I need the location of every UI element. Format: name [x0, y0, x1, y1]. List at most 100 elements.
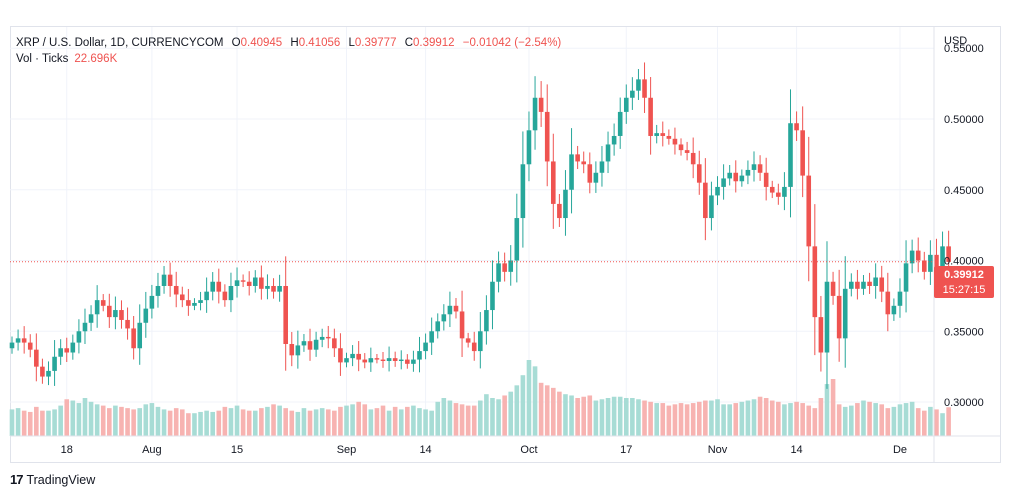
volume-bar: [447, 400, 453, 436]
volume-bar: [204, 410, 209, 436]
volume-bar: [922, 410, 927, 436]
volume-bar: [660, 403, 666, 436]
volume-bar: [849, 405, 854, 436]
candle-body: [259, 277, 264, 289]
volume-bar: [94, 404, 100, 436]
volume-bar: [453, 403, 459, 436]
volume-bar: [642, 400, 647, 436]
volume-bar: [435, 401, 441, 436]
y-tick-label: 0.50000: [944, 114, 984, 126]
candle-body: [271, 285, 276, 292]
volume-bar: [429, 410, 434, 436]
candle-body: [398, 359, 404, 361]
volume-bar: [818, 398, 824, 436]
volume-bar: [696, 401, 702, 436]
volume-bar: [739, 401, 745, 436]
candle-body: [897, 291, 903, 306]
candle-body: [946, 246, 951, 262]
volume-bar: [113, 405, 118, 436]
volume-bar: [374, 408, 380, 436]
candle-body: [167, 274, 173, 286]
high-label: H: [290, 37, 299, 49]
y-tick-label: 0.35000: [944, 326, 984, 338]
candle-body: [569, 154, 574, 190]
candle-body: [222, 291, 228, 301]
candle-body: [532, 97, 538, 131]
volume-bar: [155, 406, 161, 436]
candle-body: [435, 321, 441, 332]
candle-body: [563, 189, 568, 219]
candle-body: [502, 263, 507, 272]
volume-bar: [934, 409, 939, 436]
volume-bar: [617, 396, 623, 436]
candle-body: [88, 314, 94, 323]
candle-body: [508, 260, 514, 272]
volume-bar: [672, 404, 678, 436]
candle-body: [186, 300, 191, 306]
volume-bar: [557, 391, 562, 436]
candle-body: [642, 79, 647, 98]
candle-body: [684, 150, 690, 153]
candle-body: [617, 111, 623, 136]
candle-body: [490, 281, 495, 311]
volume-bar: [587, 395, 593, 436]
volume-bar: [861, 400, 866, 436]
candle-body: [447, 305, 453, 315]
candle-body: [453, 305, 459, 312]
volume-bar: [873, 403, 878, 436]
volume-bar: [356, 401, 361, 436]
y-tick-label: 0.30000: [944, 397, 984, 409]
volume-bar: [830, 379, 836, 436]
volume-bar: [259, 408, 264, 436]
volume-bar: [824, 384, 830, 436]
volume-bar: [690, 403, 696, 436]
volume-bar: [64, 399, 70, 436]
candle-body: [411, 359, 416, 364]
volume-bar: [800, 403, 805, 436]
volume-bar: [484, 394, 489, 436]
candle-body: [830, 281, 836, 296]
candle-body: [745, 169, 751, 176]
volume-bar: [283, 408, 288, 436]
candle-body: [368, 358, 374, 363]
volume-bar: [368, 409, 374, 436]
candle-body: [660, 133, 666, 136]
tradingview-logo[interactable]: 17 TradingView: [10, 472, 95, 487]
volume-bar: [593, 400, 599, 436]
candle-body: [812, 246, 818, 318]
volume-bar: [417, 408, 422, 436]
volume-bar: [423, 409, 428, 436]
volume-bar: [240, 409, 246, 436]
candle-body: [198, 300, 203, 303]
volume-bar: [301, 408, 307, 436]
volume-bar: [34, 406, 39, 436]
volume-bar: [897, 404, 903, 436]
volume-bar: [58, 405, 63, 436]
volume-bar: [289, 410, 295, 436]
price-candles: [9, 62, 951, 389]
candle-body: [836, 295, 842, 339]
volume-bar: [751, 399, 757, 436]
candle-body: [648, 97, 653, 136]
volume-bar: [703, 400, 708, 436]
candle-body: [76, 331, 82, 343]
candle-body: [909, 250, 915, 264]
grid-lines: [10, 27, 934, 436]
candle-body: [788, 123, 793, 187]
volume-bar: [46, 410, 51, 436]
candle-body: [58, 348, 63, 357]
volume-bar: [161, 409, 167, 436]
candle-body: [392, 358, 398, 361]
candle-body: [849, 281, 854, 289]
candle-body: [922, 260, 927, 272]
close-value: 0.39912: [413, 37, 455, 49]
volume-bar: [757, 396, 763, 436]
candle-body: [934, 254, 939, 268]
volume-bar: [210, 411, 216, 436]
candle-body: [636, 79, 641, 91]
candle-body: [386, 358, 392, 361]
volume-bar: [192, 413, 197, 436]
volume-bar: [502, 395, 507, 436]
candle-body: [806, 175, 812, 247]
